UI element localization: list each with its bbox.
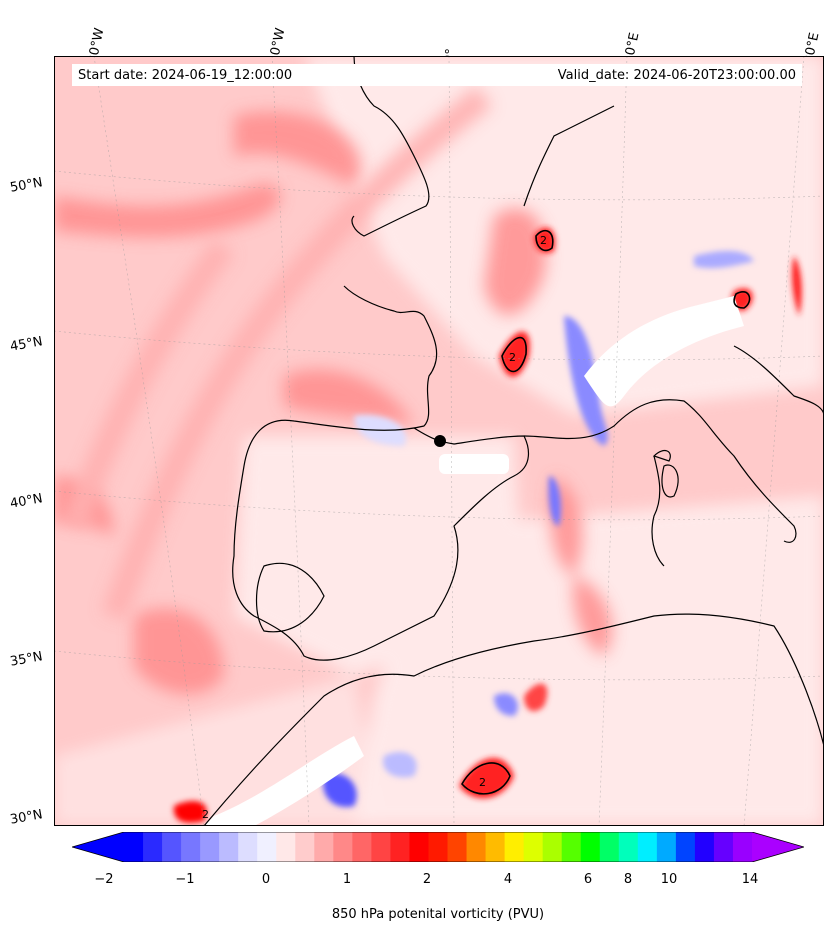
- colorbar-swatch: [257, 832, 277, 862]
- colorbar-swatch: [352, 832, 372, 862]
- colorbar-swatch: [656, 832, 677, 862]
- pv-2-contours: [461, 229, 751, 795]
- colorbar-tick-label: 0: [261, 872, 271, 887]
- colorbar-swatch: [599, 832, 620, 862]
- pv-field-negative-areas: [323, 251, 754, 807]
- pv-contour-label: 2: [479, 776, 486, 789]
- colorbar-tick-label: 2: [422, 872, 432, 887]
- colorbar-swatch: [428, 832, 449, 862]
- lat-label-35n: 35°N: [8, 649, 44, 670]
- pv-map: 2 2 2 2: [54, 56, 824, 826]
- colorbar-low-extend: [72, 832, 124, 862]
- date-info-box: Start date: 2024-06-19_12:00:00 Valid_da…: [72, 64, 802, 86]
- colorbar-swatch: [618, 832, 639, 862]
- colorbar-tick-label: 8: [623, 872, 633, 887]
- colorbar-swatch: [447, 832, 468, 862]
- colorbar-swatch: [276, 832, 296, 862]
- colorbar-title: 850 hPa potenital vorticity (PVU): [331, 907, 545, 922]
- valid-date-label: Valid_date: 2024-06-20T23:00:00.00: [557, 67, 796, 83]
- colorbar-high-extend: [752, 832, 804, 862]
- colorbar-swatch: [675, 832, 696, 862]
- colorbar-swatch: [523, 832, 544, 862]
- pv-contour-labels: 2 2 2 2: [202, 234, 547, 821]
- start-date-label: Start date: 2024-06-19_12:00:00: [78, 67, 293, 83]
- pv-contour-label: 2: [540, 234, 547, 247]
- colorbar-tick-label: −2: [94, 872, 114, 887]
- colorbar-swatch: [637, 832, 658, 862]
- colorbar-swatch: [314, 832, 334, 862]
- colorbar-swatch: [143, 832, 163, 862]
- pv-field-diagonal-bands: [61, 85, 493, 621]
- colorbar-swatch: [371, 832, 391, 862]
- colorbar-tick-label: 6: [583, 872, 593, 887]
- colorbar-swatch: [485, 832, 506, 862]
- colorbar-swatch: [181, 832, 201, 862]
- pv-point-marker: [434, 435, 446, 447]
- colorbar-tick-label: 4: [503, 872, 513, 887]
- coastlines: [203, 56, 824, 826]
- colorbar-swatch: [409, 832, 429, 862]
- pv-contour-label: 2: [202, 808, 209, 821]
- colorbar-tick-label: −1: [175, 872, 195, 887]
- colorbar-tick-label: 10: [660, 872, 678, 887]
- colorbar-swatch: [124, 832, 144, 862]
- colorbar-swatch: [732, 832, 753, 862]
- colorbar-swatch: [333, 832, 353, 862]
- colorbar-swatch: [200, 832, 220, 862]
- colorbar-tick-label: 14: [741, 872, 759, 887]
- colorbar-swatch: [713, 832, 734, 862]
- colorbar: [72, 832, 804, 862]
- colorbar-swatch: [295, 832, 315, 862]
- colorbar-swatch: [694, 832, 715, 862]
- colorbar-tick-label: 1: [342, 872, 352, 887]
- colorbar-swatch: [504, 832, 525, 862]
- colorbar-swatch: [542, 832, 563, 862]
- colorbar-swatch: [238, 832, 258, 862]
- colorbar-swatch: [390, 832, 410, 862]
- colorbar-swatch: [466, 832, 487, 862]
- graticule: [54, 56, 824, 826]
- colorbar-swatch: [219, 832, 239, 862]
- missing-data-patches: [204, 296, 744, 826]
- colorbar-swatch: [561, 832, 582, 862]
- lat-label-45n: 45°N: [8, 334, 44, 355]
- lat-label-50n: 50°N: [8, 175, 44, 196]
- colorbar-swatch: [580, 832, 601, 862]
- colorbar-swatch: [162, 832, 182, 862]
- lat-label-40n: 40°N: [8, 491, 44, 512]
- map-frame: [54, 56, 824, 826]
- lat-label-30n: 30°N: [8, 807, 44, 828]
- pv-contour-label: 2: [509, 351, 516, 364]
